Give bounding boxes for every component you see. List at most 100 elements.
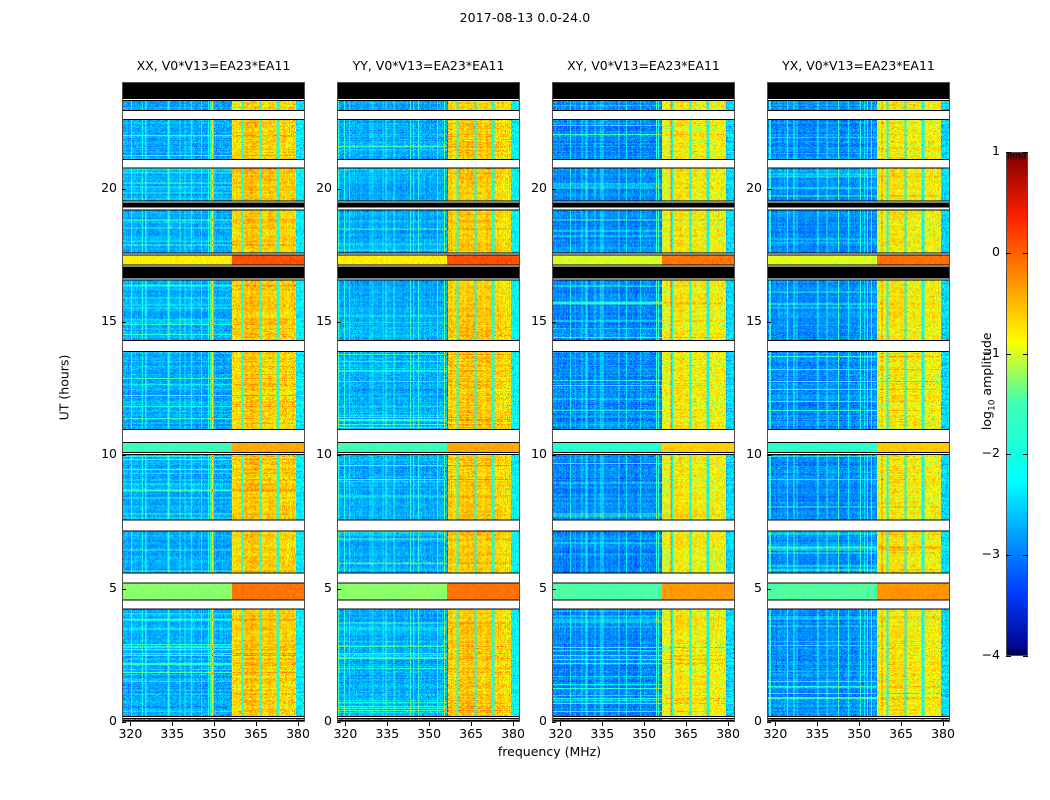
colorbar-tick-mark (1023, 656, 1028, 657)
x-tick-mark (560, 722, 562, 726)
colorbar[interactable] (1006, 152, 1028, 656)
y-tick-label: 10 (316, 446, 332, 462)
y-tick-label: 20 (746, 179, 762, 195)
x-tick-label: 365 (674, 726, 699, 741)
y-tick-label: 5 (539, 579, 547, 595)
colorbar-tick-mark (1006, 555, 1011, 557)
y-tick-mark (122, 188, 126, 190)
x-tick-label: 335 (160, 726, 185, 741)
y-tick-label: 10 (746, 446, 762, 462)
y-tick-mark (767, 455, 771, 457)
y-tick-mark (552, 188, 556, 190)
colorbar-label-tail: amplitude (978, 332, 994, 400)
colorbar-tick-mark (1006, 252, 1011, 254)
x-axis-label: frequency (MHz) (497, 744, 602, 759)
colorbar-gradient (1007, 153, 1027, 655)
y-tick-label: 20 (101, 179, 117, 195)
y-tick-label: 0 (324, 713, 332, 728)
y-tick-mark (337, 455, 341, 457)
y-tick-label: 15 (316, 313, 332, 328)
x-tick-label: 365 (459, 726, 484, 741)
colorbar-tick-mark (1006, 353, 1011, 355)
x-tick-mark (172, 722, 174, 726)
y-tick-mark (552, 322, 556, 323)
x-tick-label: 335 (375, 726, 400, 741)
y-tick-label: 5 (754, 579, 762, 595)
x-tick-mark (513, 722, 514, 726)
panel-title-xy: XY, V0*V13=EA23*EA11 (567, 58, 720, 73)
spectrogram-panel-yy[interactable] (337, 82, 520, 722)
x-tick-label: 350 (417, 726, 442, 741)
x-tick-label: 335 (805, 726, 830, 741)
spectrogram-image-yy (338, 83, 519, 721)
colorbar-tick-mark (1023, 152, 1028, 153)
x-tick-label: 365 (244, 726, 269, 741)
x-tick-mark (298, 722, 299, 726)
y-tick-label: 0 (754, 713, 762, 728)
y-tick-mark (122, 322, 126, 323)
x-tick-mark (130, 722, 132, 726)
y-tick-label: 5 (324, 579, 332, 595)
x-tick-mark (817, 722, 819, 726)
colorbar-tick-label-3: −2 (981, 445, 1000, 461)
y-tick-label: 20 (316, 179, 332, 195)
y-tick-mark (122, 588, 126, 590)
spectrogram-panel-yx[interactable] (767, 82, 950, 722)
x-tick-label: 365 (889, 726, 914, 741)
x-tick-mark (345, 722, 347, 726)
colorbar-tick-label-2: −1 (981, 344, 1000, 360)
y-axis-label: UT (hours) (56, 354, 72, 421)
y-tick-mark (767, 722, 771, 723)
colorbar-tick-label-5: −4 (981, 647, 1000, 662)
y-tick-label: 10 (101, 446, 117, 462)
colorbar-tick-mark (1006, 152, 1011, 153)
spectrogram-image-yx (768, 83, 949, 721)
x-tick-label: 335 (590, 726, 615, 741)
spectrogram-image-xx (123, 83, 304, 721)
x-tick-mark (387, 722, 389, 726)
colorbar-tick-mark (1023, 353, 1028, 355)
x-tick-label: 380 (286, 726, 310, 741)
x-tick-mark (728, 722, 729, 726)
panel-title-xx: XX, V0*V13=EA23*EA11 (136, 58, 291, 73)
x-tick-label: 320 (548, 726, 573, 741)
y-tick-label: 15 (101, 313, 117, 328)
y-tick-mark (337, 722, 341, 723)
colorbar-tick-label-1: 0 (992, 243, 1000, 259)
figure-suptitle: 2017-08-13 0.0-24.0 (459, 10, 591, 25)
y-tick-mark (122, 722, 126, 723)
x-tick-mark (943, 722, 944, 726)
x-tick-mark (471, 722, 473, 726)
y-tick-label: 10 (531, 446, 547, 462)
x-tick-mark (644, 722, 646, 726)
colorbar-label: log10 amplitude (979, 301, 998, 461)
x-tick-mark (901, 722, 903, 726)
x-tick-label: 320 (333, 726, 358, 741)
x-tick-label: 350 (202, 726, 227, 741)
colorbar-tick-mark (1023, 555, 1028, 557)
spectrogram-panel-xx[interactable] (122, 82, 305, 722)
colorbar-tick-label-4: −3 (981, 546, 1000, 562)
x-tick-label: 380 (931, 726, 955, 741)
panel-title-yy: YY, V0*V13=EA23*EA11 (352, 58, 505, 73)
x-tick-mark (214, 722, 216, 726)
x-tick-mark (859, 722, 861, 726)
y-tick-mark (337, 188, 341, 190)
colorbar-tick-mark (1006, 656, 1011, 657)
x-tick-label: 350 (632, 726, 657, 741)
spectrogram-panel-xy[interactable] (552, 82, 735, 722)
y-tick-label: 0 (109, 713, 117, 728)
x-tick-label: 320 (763, 726, 788, 741)
x-tick-mark (256, 722, 258, 726)
y-tick-label: 15 (746, 313, 762, 328)
y-tick-label: 15 (531, 313, 547, 328)
y-tick-mark (767, 188, 771, 190)
colorbar-label-main: log (978, 411, 994, 431)
x-tick-label: 380 (716, 726, 740, 741)
x-tick-label: 320 (118, 726, 143, 741)
y-tick-label: 0 (539, 713, 547, 728)
y-tick-mark (552, 588, 556, 590)
x-tick-mark (775, 722, 777, 726)
y-tick-mark (337, 322, 341, 323)
